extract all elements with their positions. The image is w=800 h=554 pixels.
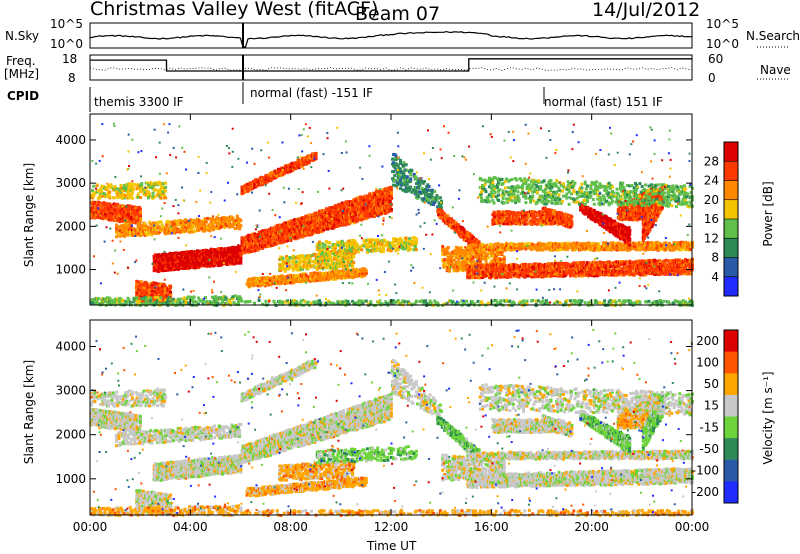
velocity-cells (90, 329, 694, 517)
power-colorbar-tick-label: 4 (711, 270, 719, 284)
velocity-panel-ytick-label: 3000 (55, 384, 86, 398)
power-colorbar-tick-label: 20 (704, 193, 719, 207)
power-panel-ytick-label: 3000 (55, 176, 86, 190)
nave-trace (89, 67, 693, 71)
velocity-colorbar-tick-label: 100 (696, 355, 719, 369)
x-tick-label: 16:00 (474, 520, 509, 534)
nave-label: Nave (760, 63, 791, 77)
x-tick-label: 12:00 (374, 520, 409, 534)
nsearch-label: N.Search (746, 29, 800, 43)
velocity-colorbar-swatch (724, 373, 738, 396)
cpid-mode-1: themis 3300 IF (94, 95, 184, 109)
freq-right-tick-bottom: 0 (708, 71, 716, 85)
nsky-panel-frame (89, 22, 693, 49)
nsky-tick-bottom: 10^0 (50, 37, 83, 51)
x-tick-label: 20:00 (574, 520, 609, 534)
power-colorbar-swatch (724, 257, 738, 278)
velocity-panel-ytick-label: 2000 (55, 428, 86, 442)
velocity-colorbar-tick-label: -100 (692, 464, 719, 478)
date-label: 14/Jul/2012 (592, 0, 701, 21)
velocity-colorbar-swatch (724, 394, 738, 417)
velocity-colorbar-frame (723, 329, 739, 504)
power-panel-ytick-label: 1000 (55, 263, 86, 277)
freq-unit-label: [MHz] (4, 67, 40, 81)
freq-right-tick-top: 60 (708, 52, 724, 66)
power-colorbar-tick-label: 24 (704, 174, 719, 188)
nsky-right-tick-bottom: 10^0 (706, 37, 739, 51)
nsky-tick-top: 10^5 (50, 17, 83, 31)
power-colorbar-swatch (724, 180, 738, 201)
power-panel-ytick-label: 2000 (55, 219, 86, 233)
velocity-colorbar-tick-label: 200 (696, 334, 719, 348)
velocity-colorbar-swatch (724, 416, 738, 439)
power-colorbar-swatch (724, 238, 738, 258)
nsky-label: N.Sky (5, 29, 40, 43)
x-tick-label: 08:00 (273, 520, 308, 534)
x-tick-label: 00:00 (73, 520, 108, 534)
velocity-colorbar-swatch (724, 330, 738, 353)
power-colorbar-tick-label: 16 (704, 212, 719, 226)
power-colorbar-swatch (724, 276, 738, 297)
power-cells (90, 122, 694, 307)
velocity-colorbar-swatch (724, 438, 738, 461)
x-axis-label: Time UT (367, 539, 417, 553)
power-colorbar-tick-label: 12 (704, 231, 719, 245)
velocity-colorbar-swatch (724, 459, 738, 482)
velocity-panel-ytick-label: 4000 (55, 339, 86, 353)
power-colorbar-swatch (724, 199, 738, 220)
freq-tick-bottom: 8 (68, 71, 76, 85)
x-tick-label: 04:00 (173, 520, 208, 534)
power-colorbar-swatch (724, 142, 738, 162)
velocity-colorbar-tick-label: -50 (699, 442, 719, 456)
nsky-right-tick-top: 10^5 (706, 17, 739, 31)
power-panel-ytick-label: 4000 (55, 133, 86, 147)
station-title: Christmas Valley West (fitACF) (90, 0, 379, 20)
freq-tick-top: 18 (62, 52, 78, 66)
power-colorbar-swatch (724, 219, 738, 239)
power-colorbar-swatch (724, 161, 738, 181)
cpid-label: CPID (7, 89, 40, 103)
cpid-mode-2: normal (fast) -151 IF (250, 86, 374, 100)
velocity-colorbar-swatch (724, 351, 738, 374)
beam-label: Beam 07 (355, 3, 441, 25)
velocity-colorbar-swatch (724, 481, 738, 504)
power-colorbar-tick-label: 28 (704, 154, 719, 168)
freq-label: Freq. (6, 54, 36, 68)
cpid-mode-3: normal (fast) 151 IF (544, 95, 663, 109)
freq-panel-frame (89, 54, 693, 81)
velocity-colorbar-tick-label: -15 (699, 420, 719, 434)
velocity-colorbar-tick-label: 15 (704, 399, 719, 413)
velocity-panel-ytick-label: 1000 (55, 472, 86, 486)
x-tick-label: 00:00 (675, 520, 710, 534)
velocity-colorbar-tick-label: -200 (692, 485, 719, 499)
power-colorbar-tick-label: 8 (711, 251, 719, 265)
nsky-trace (89, 30, 693, 48)
velocity-colorbar-tick-label: 50 (704, 377, 719, 391)
